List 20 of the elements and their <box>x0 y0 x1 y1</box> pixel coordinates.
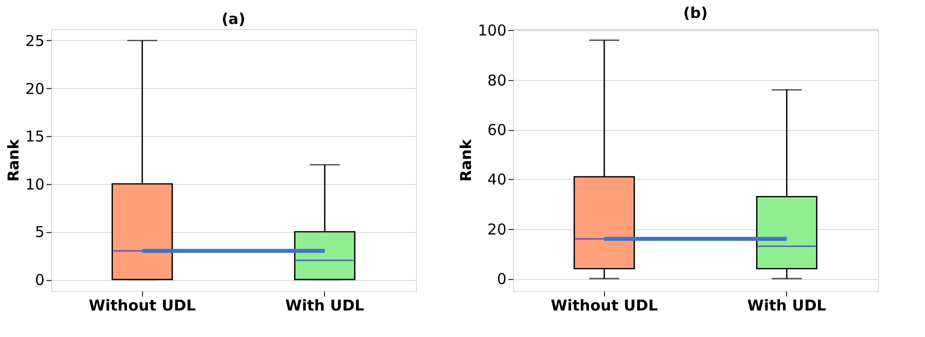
chart-title: (a) <box>222 10 246 28</box>
y-tick-label: 80 <box>487 71 506 90</box>
x-tick-label: With UDL <box>747 296 827 314</box>
y-tick-label: 20 <box>487 220 506 238</box>
y-tick-label: 25 <box>25 32 44 50</box>
y-axis-title: Rank <box>456 138 475 182</box>
y-tick-label: 40 <box>487 170 506 189</box>
y-tick-label: 15 <box>25 128 44 146</box>
y-tick-label: 0 <box>496 270 506 288</box>
y-tick-label: 100 <box>478 22 506 40</box>
x-tick-label: Without UDL <box>550 296 658 314</box>
x-tick-label: With UDL <box>285 296 365 314</box>
y-axis-title: Rank <box>4 138 22 182</box>
y-tick-label: 0 <box>34 271 44 290</box>
y-tick-label: 5 <box>34 223 44 242</box>
x-tick-label: Without UDL <box>88 296 196 314</box>
y-tick-label: 10 <box>25 175 44 194</box>
chart-title: (b) <box>683 4 708 22</box>
y-tick-label: 60 <box>487 121 506 140</box>
y-tick-label: 20 <box>25 80 44 98</box>
